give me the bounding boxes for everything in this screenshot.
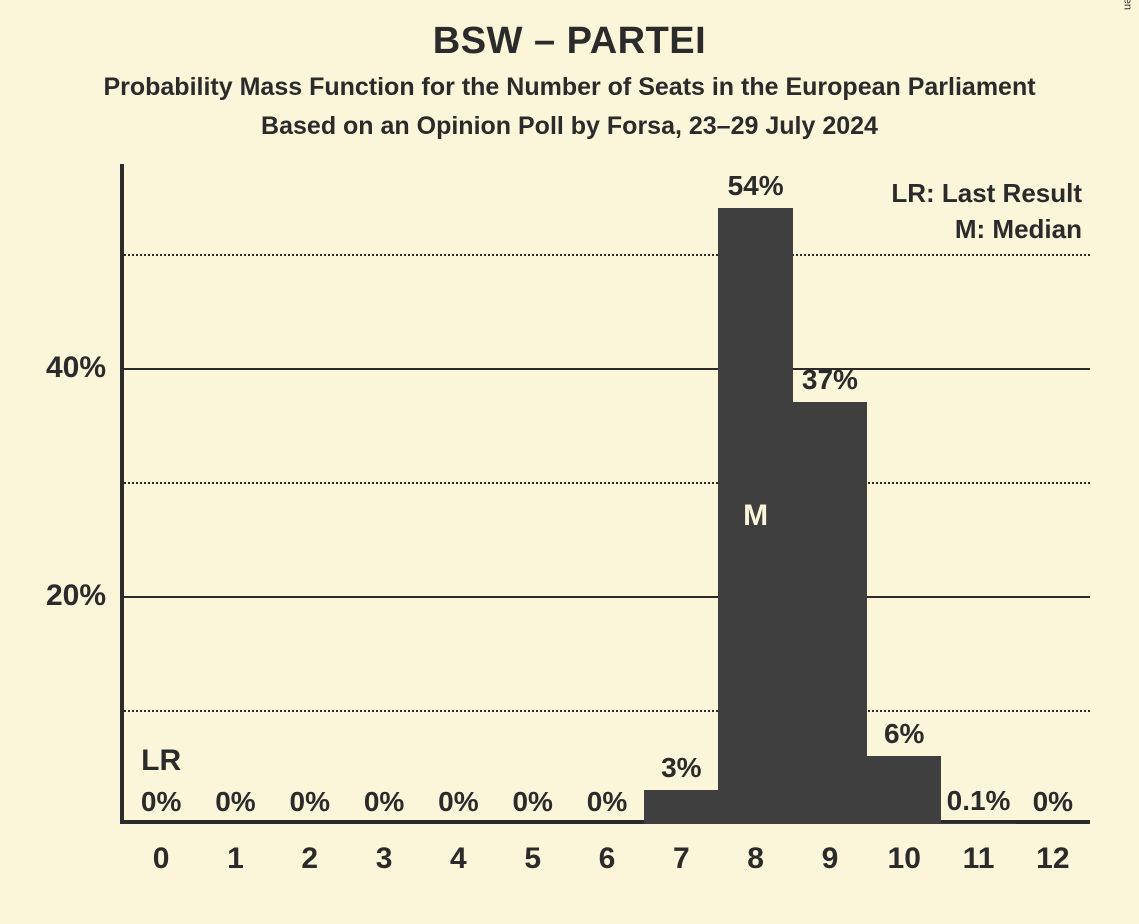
gridline-major [124,368,1090,370]
bar [793,402,867,824]
bar-value-label: 0% [364,786,404,818]
gridline-minor [124,710,1090,712]
last-result-marker: LR [141,744,181,778]
chart-subtitle-1: Probability Mass Function for the Number… [0,73,1139,102]
bar-value-label: 6% [884,718,924,750]
x-tick-label: 1 [227,842,244,876]
bar-value-label: 0% [215,786,255,818]
bar-value-label: 0% [1033,786,1073,818]
x-tick-label: 3 [376,842,393,876]
x-tick-label: 6 [599,842,616,876]
y-axis [120,164,124,824]
bar [644,790,718,824]
median-marker: M [743,499,768,533]
gridline-minor [124,254,1090,256]
x-tick-label: 9 [822,842,839,876]
gridline-major [124,596,1090,598]
x-tick-label: 2 [301,842,318,876]
y-tick-label: 20% [46,579,120,613]
gridline-minor [124,482,1090,484]
bar-value-label: 54% [728,170,784,202]
x-tick-label: 4 [450,842,467,876]
bar [941,823,1015,824]
bar-value-label: 37% [802,364,858,396]
copyright-text: © 2024 Filip van Laenen [1121,0,1133,10]
x-tick-label: 7 [673,842,690,876]
bar-value-label: 0% [587,786,627,818]
x-tick-label: 10 [888,842,921,876]
x-tick-label: 8 [747,842,764,876]
chart-title: BSW – PARTEI [0,0,1139,63]
bar-value-label: 0% [290,786,330,818]
x-tick-label: 0 [153,842,170,876]
x-tick-label: 12 [1036,842,1069,876]
x-tick-label: 5 [524,842,541,876]
legend-median: M: Median [955,214,1082,245]
chart-plot-area: LR: Last Result M: Median 20%40%0%00%10%… [120,174,1090,824]
x-tick-label: 11 [963,842,995,876]
bar-value-label: 0% [141,786,181,818]
bar-value-label: 3% [661,752,701,784]
chart-subtitle-2: Based on an Opinion Poll by Forsa, 23–29… [0,112,1139,141]
y-tick-label: 40% [46,351,120,385]
bar-value-label: 0% [512,786,552,818]
bar-value-label: 0.1% [947,785,1011,817]
bar-value-label: 0% [438,786,478,818]
legend-last-result: LR: Last Result [891,178,1082,209]
bar [867,756,941,824]
